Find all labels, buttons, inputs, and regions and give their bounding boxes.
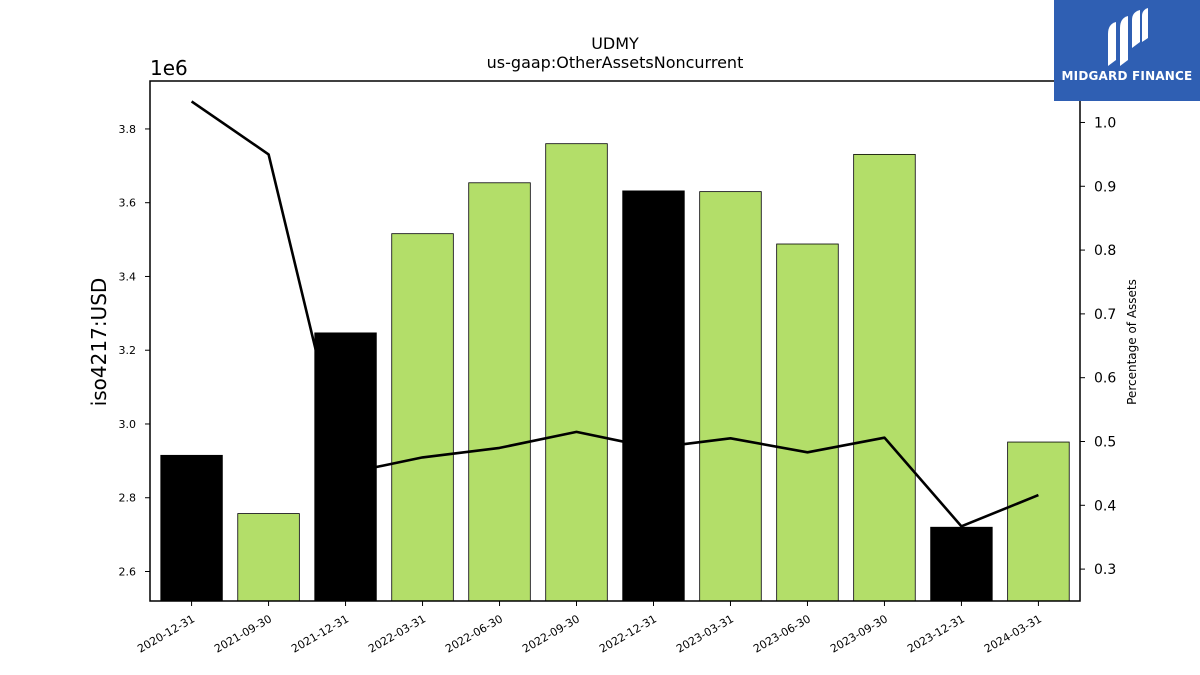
y2-tick-label: 0.9 [1094, 179, 1116, 195]
x-tick-label: 2023-09-30 [828, 612, 890, 655]
chart-subtitle: us-gaap:OtherAssetsNoncurrent [487, 53, 744, 72]
bar [545, 143, 608, 602]
x-tick-label: 2021-09-30 [212, 612, 274, 655]
bar [160, 454, 223, 602]
y-offset-label: 1e6 [150, 56, 188, 80]
plot-frame [149, 80, 1081, 602]
y-axis-label: iso4217:USD [87, 278, 111, 407]
x-tick-label: 2022-03-31 [366, 612, 428, 655]
bar [776, 243, 839, 602]
midgard-logo: MIDGARD FINANCE [1054, 0, 1200, 101]
chart-title: UDMY [591, 34, 639, 53]
y2-tick-label: 0.8 [1094, 243, 1116, 259]
bar [930, 526, 993, 602]
bar [237, 513, 300, 602]
x-tick-label: 2023-03-31 [674, 612, 736, 655]
x-tick-label: 2023-06-30 [751, 612, 813, 655]
x-tick-label: 2024-03-31 [982, 612, 1044, 655]
bar [1007, 441, 1070, 602]
y2-tick-label: 0.7 [1094, 307, 1116, 323]
bar [468, 182, 531, 602]
bar [314, 332, 377, 602]
y2-axis-label: Percentage of Assets [1125, 279, 1139, 405]
x-tick-label: 2020-12-31 [135, 612, 197, 655]
x-tick-label: 2023-12-31 [905, 612, 967, 655]
y-tick-label: 3.0 [119, 418, 137, 431]
x-tick-label: 2022-12-31 [597, 612, 659, 655]
bar [622, 190, 685, 602]
y-tick-label: 3.6 [119, 197, 137, 210]
midgard-logo-icon [1108, 8, 1148, 66]
bar [391, 233, 454, 602]
y2-tick-label: 0.4 [1094, 498, 1116, 514]
percentage-line [190, 100, 1039, 528]
bar [853, 153, 916, 602]
y2-tick-label: 0.3 [1094, 562, 1116, 578]
y2-tick-label: 0.5 [1094, 434, 1116, 450]
y-tick-label: 3.4 [119, 270, 137, 283]
y-tick-label: 3.8 [119, 123, 137, 136]
logo-text: MIDGARD FINANCE [1061, 69, 1193, 83]
x-tick-label: 2021-12-31 [289, 612, 351, 655]
y-tick-label: 2.8 [119, 492, 137, 505]
y-tick-label: 3.2 [119, 344, 137, 357]
y-tick-label: 2.6 [119, 565, 137, 578]
x-tick-label: 2022-09-30 [520, 612, 582, 655]
y2-tick-label: 0.6 [1094, 371, 1116, 387]
x-tick-label: 2022-06-30 [443, 612, 505, 655]
bar [699, 191, 762, 602]
y2-tick-label: 1.0 [1094, 115, 1116, 131]
